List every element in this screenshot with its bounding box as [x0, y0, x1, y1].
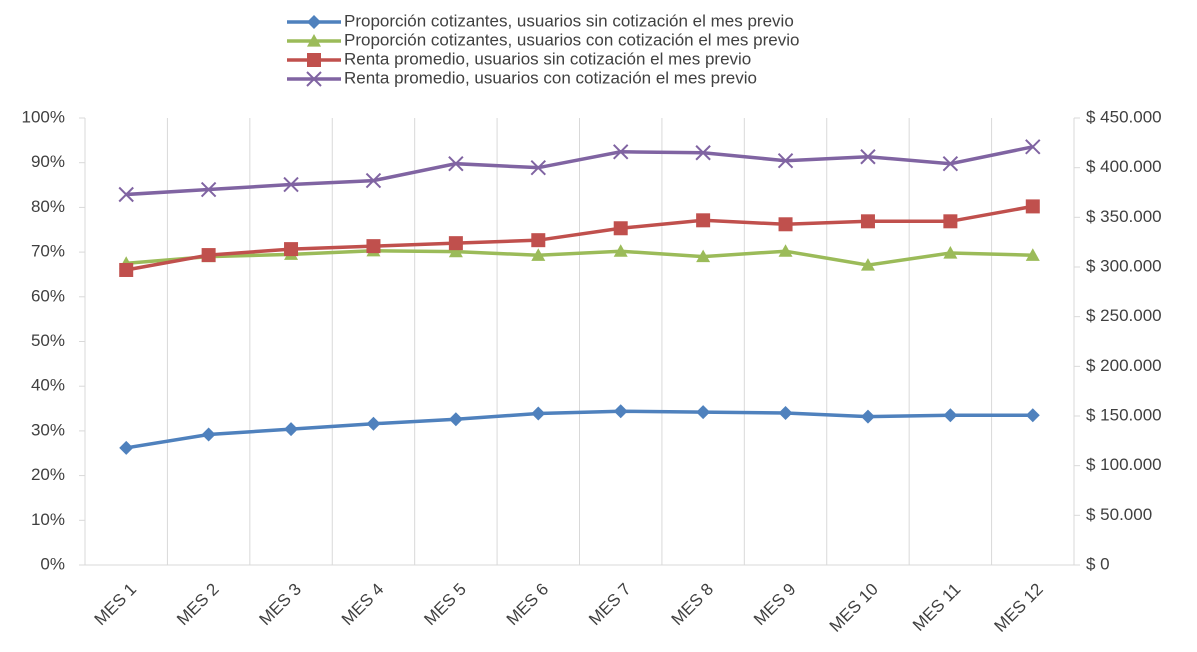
marker	[284, 242, 299, 257]
x-tick-label: MES 12	[991, 580, 1047, 636]
marker	[1025, 139, 1041, 155]
marker	[448, 236, 463, 251]
marker	[860, 258, 875, 271]
x-tick-label: MES 7	[585, 580, 635, 630]
y2-tick-label: $ 250.000	[1086, 306, 1162, 325]
legend-label: Renta promedio, usuarios con cotización …	[344, 68, 757, 87]
y2-tick-label: $ 0	[1086, 554, 1110, 573]
marker	[943, 408, 958, 423]
marker	[448, 244, 463, 258]
marker	[1025, 408, 1040, 423]
series-line	[125, 409, 1033, 450]
x-tick-label: MES 11	[909, 580, 964, 635]
marker	[860, 214, 875, 229]
marker	[366, 416, 381, 431]
marker	[943, 214, 958, 229]
y-tick-label: 90%	[31, 152, 65, 171]
y-tick-label: 0%	[40, 554, 65, 573]
y2-tick-label: $ 50.000	[1086, 505, 1152, 524]
marker	[307, 15, 321, 29]
y-tick-label: 80%	[31, 197, 65, 216]
y-tick-label: 30%	[31, 420, 65, 439]
marker	[119, 440, 134, 455]
marker	[283, 176, 299, 193]
marker	[284, 422, 299, 437]
marker	[860, 149, 876, 165]
marker	[306, 71, 322, 87]
marker	[778, 244, 793, 257]
marker	[530, 159, 546, 176]
y-tick-label: 60%	[31, 286, 65, 305]
marker	[1025, 248, 1040, 261]
marker	[943, 245, 958, 259]
series-line	[126, 145, 1034, 197]
marker	[201, 248, 216, 263]
marker	[365, 172, 382, 189]
marker	[448, 155, 464, 172]
marker	[531, 406, 546, 421]
marker	[696, 249, 711, 263]
marker	[531, 233, 546, 248]
marker	[778, 406, 793, 421]
x-tick-label: MES 9	[750, 580, 800, 630]
series-line	[125, 204, 1034, 272]
marker	[307, 53, 321, 67]
x-tick-label: MES 2	[173, 580, 223, 630]
marker	[778, 217, 793, 232]
y2-tick-label: $ 300.000	[1086, 256, 1162, 275]
marker	[696, 405, 711, 420]
y2-tick-label: $ 150.000	[1086, 405, 1162, 424]
x-tick-label: MES 5	[420, 580, 470, 630]
marker	[613, 144, 629, 160]
y-tick-label: 100%	[22, 107, 65, 126]
y2-tick-label: $ 350.000	[1086, 207, 1162, 226]
x-tick-label: MES 1	[91, 580, 141, 630]
y2-tick-label: $ 400.000	[1086, 157, 1162, 176]
y2-tick-label: $ 100.000	[1086, 455, 1162, 474]
marker	[119, 262, 134, 277]
marker	[777, 153, 794, 169]
legend-label: Renta promedio, usuarios sin cotización …	[344, 49, 751, 68]
marker	[366, 239, 381, 254]
x-tick-label: MES 8	[668, 580, 718, 630]
x-tick-label: MES 6	[503, 580, 553, 630]
marker	[613, 221, 628, 236]
marker	[307, 34, 321, 47]
y2-tick-label: $ 450.000	[1086, 107, 1162, 126]
marker	[118, 186, 134, 203]
x-tick-label: MES 3	[256, 580, 306, 630]
y-tick-label: 20%	[31, 465, 65, 484]
marker	[942, 155, 959, 172]
x-tick-label: MES 4	[338, 580, 388, 630]
series-line	[126, 249, 1033, 267]
marker	[613, 404, 628, 419]
marker	[200, 181, 217, 198]
y-tick-label: 10%	[31, 510, 65, 529]
y2-tick-label: $ 200.000	[1086, 356, 1162, 375]
y-tick-label: 50%	[31, 331, 65, 350]
marker	[531, 248, 546, 261]
marker	[696, 213, 711, 228]
marker	[695, 145, 711, 161]
marker	[613, 244, 628, 257]
y-tick-label: 70%	[31, 242, 65, 261]
x-tick-label: MES 10	[826, 580, 882, 636]
marker	[201, 427, 216, 442]
y-tick-label: 40%	[31, 376, 65, 395]
legend-label: Proporción cotizantes, usuarios sin coti…	[344, 11, 794, 30]
legend-label: Proporción cotizantes, usuarios con coti…	[344, 30, 799, 49]
marker	[448, 412, 463, 427]
marker	[860, 409, 875, 424]
marker	[1025, 199, 1040, 214]
